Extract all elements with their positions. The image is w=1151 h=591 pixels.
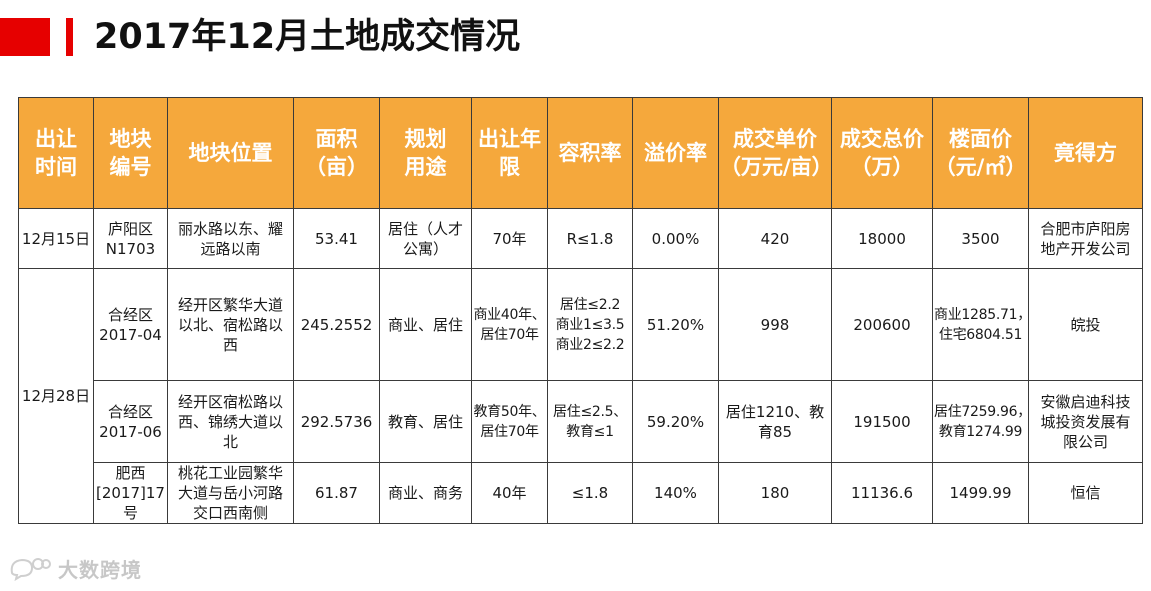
- cell-date: 12月28日: [18, 268, 94, 524]
- cell-area: 61.87: [293, 462, 380, 524]
- cell-winner: 皖投: [1028, 268, 1143, 381]
- cell-premium: 0.00%: [632, 208, 719, 269]
- header-term: 出让年限: [471, 97, 548, 209]
- land-transactions-table: 出让 时间 地块 编号 地块位置 面积 （亩） 规划 用途 出让年限 容积率 溢价率 成…: [18, 97, 1143, 524]
- red-accent-block: [0, 18, 50, 56]
- cell-unit-price: 998: [718, 268, 832, 381]
- cell-floor-price: 商业1285.71， 住宅6804.51: [932, 268, 1029, 381]
- header-area: 面积 （亩）: [293, 97, 380, 209]
- table-row: 合经区 2017-06 经开区宿松路以 西、锦绣大道以北 292.5736 教育、居…: [19, 380, 1143, 463]
- table-header-row: 出让 时间 地块 编号 地块位置 面积 （亩） 规划 用途 出让年限 容积率 溢价率 成…: [18, 97, 1143, 209]
- cell-parcel-id: 肥西 [2017]17 号: [93, 462, 168, 524]
- cell-winner: 安徽启迪科技 城投资发展有 限公司: [1028, 380, 1143, 463]
- cell-term: 70年: [471, 208, 548, 269]
- header-far: 容积率: [547, 97, 633, 209]
- cell-term: 40年: [471, 462, 548, 524]
- cell-far: ≤1.8: [547, 462, 633, 524]
- red-accent-bar: [66, 18, 73, 56]
- table-row: 12月28日 合经区 2017-04 经开区繁华大道 以北、宿松路以西 245.25…: [18, 268, 1143, 524]
- cell-date: 12月15日: [18, 208, 94, 269]
- cell-usage: 居住（人才 公寓）: [379, 208, 472, 269]
- cell-location: 桃花工业园繁华 大道与岳小河路 交口西南侧: [167, 462, 294, 524]
- cell-unit-price: 居住1210、教 育85: [718, 380, 832, 463]
- cell-premium: 140%: [632, 462, 719, 524]
- cell-winner: 恒信: [1028, 462, 1143, 524]
- watermark: 大数跨境: [8, 553, 142, 583]
- cell-far: R≤1.8: [547, 208, 633, 269]
- cell-total-price: 18000: [831, 208, 933, 269]
- cell-parcel-id: 合经区 2017-04: [93, 268, 168, 381]
- cell-premium: 59.20%: [632, 380, 719, 463]
- cell-location: 丽水路以东、耀 远路以南: [167, 208, 294, 269]
- cell-far: 居住≤2.5、 教育≤1: [547, 380, 633, 463]
- table-row: 12月15日 庐阳区 N1703 丽水路以东、耀 远路以南 53.41 居住（人才公…: [18, 208, 1143, 269]
- cell-term: 商业40年、 居住70年: [471, 268, 548, 381]
- cell-total-price: 11136.6: [831, 462, 933, 524]
- cell-far: 居住≤2.2 商业1≤3.5 商业2≤2.2: [547, 268, 633, 381]
- header-unit-price: 成交单价 （万元/亩）: [718, 97, 832, 209]
- cell-usage: 教育、居住: [379, 380, 472, 463]
- cell-unit-price: 420: [718, 208, 832, 269]
- header-total-price: 成交总价 （万）: [831, 97, 933, 209]
- cell-location: 经开区繁华大道 以北、宿松路以西: [167, 268, 294, 381]
- cell-area: 53.41: [293, 208, 380, 269]
- cell-parcel-id: 合经区 2017-06: [93, 380, 168, 463]
- table-row: 肥西 [2017]17 号 桃花工业园繁华 大道与岳小河路 交口西南侧 61.87 商业…: [19, 462, 1143, 524]
- header-floor-price: 楼面价 （元/㎡）: [932, 97, 1029, 209]
- header-date: 出让 时间: [18, 97, 94, 209]
- cell-parcel-id: 庐阳区 N1703: [93, 208, 168, 269]
- cell-total-price: 191500: [831, 380, 933, 463]
- header-usage: 规划 用途: [379, 97, 472, 209]
- header-premium: 溢价率: [632, 97, 719, 209]
- cell-unit-price: 180: [718, 462, 832, 524]
- cell-floor-price: 居住7259.96， 教育1274.99: [932, 380, 1029, 463]
- cell-location: 经开区宿松路以 西、锦绣大道以北: [167, 380, 294, 463]
- cell-usage: 商业、商务: [379, 462, 472, 524]
- cell-usage: 商业、居住: [379, 268, 472, 381]
- cell-area: 292.5736: [293, 380, 380, 463]
- cell-floor-price: 1499.99: [932, 462, 1029, 524]
- header-location: 地块位置: [167, 97, 294, 209]
- cell-winner: 合肥市庐阳房 地产开发公司: [1028, 208, 1143, 269]
- cell-area: 245.2552: [293, 268, 380, 381]
- watermark-text: 大数跨境: [58, 557, 142, 582]
- header-parcel-id: 地块 编号: [93, 97, 168, 209]
- chat-bubble-logo-icon: [10, 558, 51, 581]
- header-winner: 竟得方: [1028, 97, 1143, 209]
- cell-premium: 51.20%: [632, 268, 719, 381]
- cell-floor-price: 3500: [932, 208, 1029, 269]
- cell-total-price: 200600: [831, 268, 933, 381]
- page-title: 2017年12月土地成交情况: [94, 17, 521, 57]
- cell-term: 教育50年、 居住70年: [471, 380, 548, 463]
